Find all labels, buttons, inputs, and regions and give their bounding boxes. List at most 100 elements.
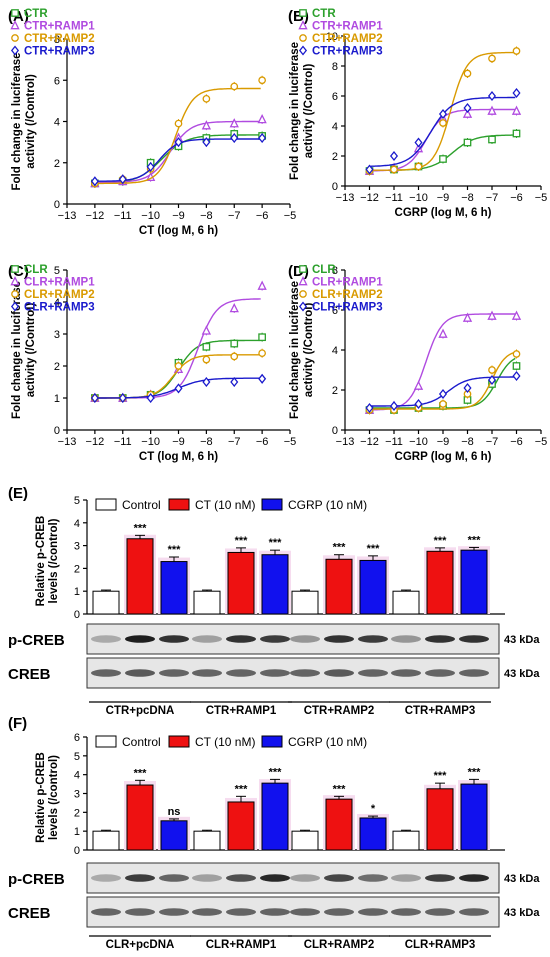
data-point xyxy=(512,370,521,382)
y-tick-label: 2 xyxy=(332,385,338,397)
bar xyxy=(193,830,221,851)
blot-size-label: 43 kDa xyxy=(504,907,540,919)
group-label: CTR+pcDNA xyxy=(106,705,175,717)
y-axis-label-line2: levels (/control) xyxy=(48,755,60,840)
bar-group-1: *** ns CLR+pcDNA xyxy=(89,767,191,951)
y-axis-label-line2: activity (/Control) xyxy=(303,303,315,398)
legend-label: CT (10 nM) xyxy=(195,735,255,749)
pcreb-panel-1: (E) 0 1 2 3 4 5 Relative p-CREB levels (/control… xyxy=(8,485,540,717)
blot-band xyxy=(159,908,189,916)
x-tick-label: −13 xyxy=(58,210,77,222)
blot-band xyxy=(324,908,354,916)
blot-band xyxy=(290,908,320,916)
blot-band xyxy=(91,635,121,643)
blot-band xyxy=(260,874,290,882)
legend-label: CTR+RAMP2 xyxy=(24,33,95,45)
bar xyxy=(160,561,188,615)
data-point xyxy=(174,137,183,148)
significance-label: *** xyxy=(434,535,448,547)
x-tick-label: −13 xyxy=(336,436,355,448)
legend-swatch xyxy=(168,498,190,511)
blot-band xyxy=(459,669,489,677)
legend-marker xyxy=(10,276,20,286)
legend-marker xyxy=(298,301,308,312)
data-point xyxy=(488,366,496,374)
data-point xyxy=(202,94,211,103)
x-axis-label: CGRP (log M, 6 h) xyxy=(395,207,492,219)
group-label: CTR+RAMP3 xyxy=(405,705,476,717)
legend-marker xyxy=(10,301,20,312)
legend-swatch xyxy=(261,498,283,511)
bar xyxy=(426,788,454,851)
data-point xyxy=(414,398,423,410)
data-point xyxy=(487,90,497,102)
series-3: CTR+RAMP2 xyxy=(299,33,521,176)
legend-marker xyxy=(10,20,20,30)
blot-band xyxy=(260,635,290,643)
x-tick-label: −6 xyxy=(510,192,523,204)
creb-blot: CREB 43 kDa xyxy=(8,657,540,689)
legend-swatch xyxy=(261,735,283,748)
x-tick-label: −11 xyxy=(385,436,403,448)
legend-marker xyxy=(298,20,308,30)
x-tick-label: −11 xyxy=(385,192,403,204)
x-tick-label: −7 xyxy=(228,436,241,448)
series-4: CLR+RAMP3 xyxy=(10,301,267,404)
legend-marker xyxy=(11,290,19,298)
blot-row-label: p-CREB xyxy=(8,871,65,888)
blot-band xyxy=(125,908,155,916)
bar xyxy=(359,817,387,851)
pcreb-panel-2: (F) 0 1 2 3 4 5 6 Relative p-CREB levels (/contro… xyxy=(8,715,540,951)
data-point xyxy=(258,373,267,384)
x-tick-label: −7 xyxy=(228,210,241,222)
blot-band xyxy=(290,874,320,882)
blot-row-label: CREB xyxy=(8,666,51,683)
data-point xyxy=(174,119,183,128)
legend-label: Control xyxy=(122,498,161,512)
creb-blot: CREB 43 kDa xyxy=(8,896,540,928)
data-point xyxy=(229,302,239,313)
y-tick-label: 1 xyxy=(54,393,60,405)
x-tick-label: −8 xyxy=(461,436,474,448)
y-tick-label: 6 xyxy=(54,75,60,87)
series-4: CTR+RAMP3 xyxy=(10,45,267,187)
legend-marker xyxy=(299,34,307,42)
x-tick-label: −10 xyxy=(409,436,428,448)
blot-band xyxy=(192,669,222,677)
blot-band xyxy=(391,908,421,916)
x-tick-label: −6 xyxy=(256,436,269,448)
y-tick-label: 8 xyxy=(332,265,338,277)
y-tick-label: 6 xyxy=(74,732,80,744)
x-tick-label: −5 xyxy=(284,210,297,222)
x-tick-label: −5 xyxy=(535,192,548,204)
bar xyxy=(227,551,255,615)
bar xyxy=(126,538,154,615)
bar xyxy=(359,559,387,615)
x-tick-label: −7 xyxy=(486,192,499,204)
legend-label: CT (10 nM) xyxy=(195,498,255,512)
legend-marker xyxy=(11,9,19,17)
data-point xyxy=(463,69,472,78)
y-tick-label: 4 xyxy=(54,117,60,129)
legend-label: CTR xyxy=(24,8,48,20)
data-point xyxy=(230,376,239,388)
x-tick-label: −8 xyxy=(200,436,213,448)
y-tick-label: 3 xyxy=(74,541,80,553)
blot-size-label: 43 kDa xyxy=(504,634,540,646)
significance-label: *** xyxy=(468,766,482,778)
data-point xyxy=(389,400,399,412)
blot-band xyxy=(391,635,421,643)
data-point xyxy=(118,174,127,185)
data-point xyxy=(258,349,266,358)
blot-band xyxy=(91,874,121,882)
y-axis-label-line2: activity (/Control) xyxy=(25,74,37,169)
legend-marker xyxy=(298,45,308,56)
legend-label: CTR+RAMP1 xyxy=(312,21,383,33)
data-point xyxy=(258,333,266,342)
data-point xyxy=(512,87,521,99)
bar xyxy=(193,590,221,615)
legend-label: CLR+RAMP1 xyxy=(312,277,383,289)
